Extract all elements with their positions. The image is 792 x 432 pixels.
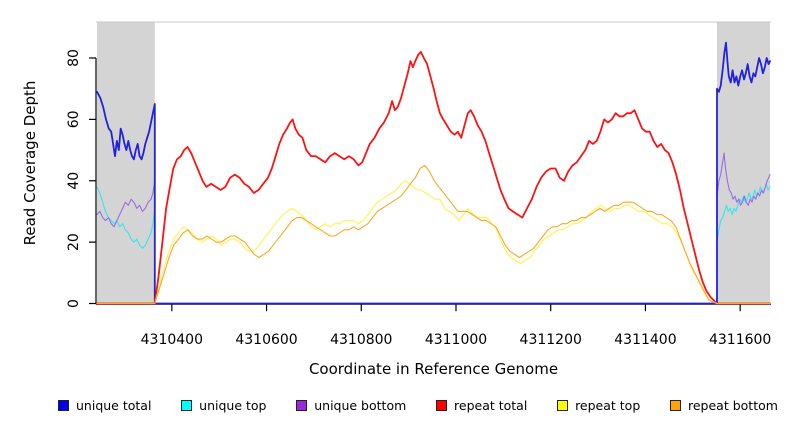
x-tick-label: 4310400	[141, 332, 203, 348]
legend-label: repeat bottom	[688, 398, 778, 413]
y-tick-label: 20	[66, 233, 82, 251]
series-line-unique-total	[96, 41, 771, 305]
legend-item-repeat-top: repeat top	[557, 398, 640, 413]
legend-swatch	[181, 400, 193, 411]
legend-label: unique total	[76, 398, 152, 413]
series-line-repeat-total	[96, 51, 771, 305]
x-axis-title: Coordinate in Reference Genome	[308, 360, 559, 378]
legend-item-unique-top: unique top	[181, 398, 266, 413]
series-line-repeat-top	[96, 180, 771, 305]
legend-swatch	[296, 400, 308, 411]
legend-label: repeat total	[454, 398, 528, 413]
series-line-unique-bottom	[96, 152, 771, 305]
x-tick-label: 4311200	[520, 332, 582, 348]
series-line-repeat-bottom	[96, 164, 771, 305]
x-tick-label: 4311000	[425, 332, 487, 348]
legend-swatch	[436, 400, 448, 411]
legend-swatch	[58, 400, 69, 411]
x-tick-label: 4311400	[614, 332, 676, 348]
unique-region-shading	[97, 22, 155, 305]
y-tick-label: 40	[66, 172, 82, 190]
legend-item-repeat-total: repeat total	[436, 398, 527, 413]
x-tick-label: 4310600	[235, 332, 297, 348]
x-tick-label: 4310800	[330, 332, 392, 348]
y-tick-label: 80	[66, 49, 82, 67]
y-tick-label: 0	[66, 299, 82, 308]
y-tick-label: 60	[66, 110, 82, 128]
legend-swatch	[670, 400, 681, 411]
legend-label: repeat top	[575, 398, 641, 413]
legend-item-unique-total: unique total	[58, 398, 151, 413]
legend-label: unique bottom	[314, 398, 407, 413]
legend-item-repeat-bottom: repeat bottom	[670, 398, 778, 413]
legend-item-unique-bottom: unique bottom	[296, 398, 406, 413]
y-axis-title: Read Coverage Depth	[21, 80, 39, 246]
legend-label: unique top	[199, 398, 267, 413]
x-tick-label: 4311600	[709, 332, 771, 348]
series-line-unique-top	[96, 183, 771, 305]
legend: unique total unique top unique bottom repea…	[0, 398, 792, 413]
legend-swatch	[557, 400, 569, 411]
